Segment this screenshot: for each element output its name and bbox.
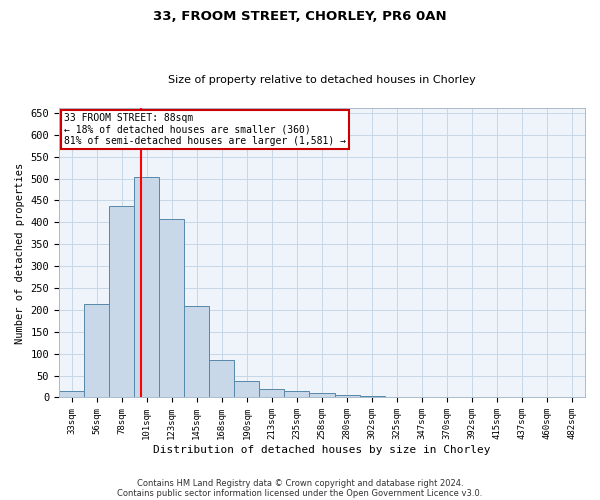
Bar bbox=[159, 220, 184, 398]
Y-axis label: Number of detached properties: Number of detached properties bbox=[15, 162, 25, 344]
Bar bbox=[134, 177, 159, 398]
Bar bbox=[259, 388, 284, 398]
Text: Contains public sector information licensed under the Open Government Licence v3: Contains public sector information licen… bbox=[118, 488, 482, 498]
Bar bbox=[184, 306, 209, 398]
Text: 33 FROOM STREET: 88sqm
← 18% of detached houses are smaller (360)
81% of semi-de: 33 FROOM STREET: 88sqm ← 18% of detached… bbox=[64, 113, 346, 146]
Bar bbox=[385, 396, 410, 398]
Title: Size of property relative to detached houses in Chorley: Size of property relative to detached ho… bbox=[168, 76, 476, 86]
Text: 33, FROOM STREET, CHORLEY, PR6 0AN: 33, FROOM STREET, CHORLEY, PR6 0AN bbox=[153, 10, 447, 23]
Bar bbox=[284, 391, 310, 398]
Bar bbox=[310, 393, 335, 398]
Bar bbox=[84, 304, 109, 398]
Bar bbox=[335, 396, 359, 398]
Bar bbox=[359, 396, 385, 398]
Bar bbox=[59, 391, 84, 398]
Bar bbox=[209, 360, 235, 398]
X-axis label: Distribution of detached houses by size in Chorley: Distribution of detached houses by size … bbox=[153, 445, 491, 455]
Bar bbox=[235, 381, 259, 398]
Text: Contains HM Land Registry data © Crown copyright and database right 2024.: Contains HM Land Registry data © Crown c… bbox=[137, 478, 463, 488]
Bar bbox=[109, 206, 134, 398]
